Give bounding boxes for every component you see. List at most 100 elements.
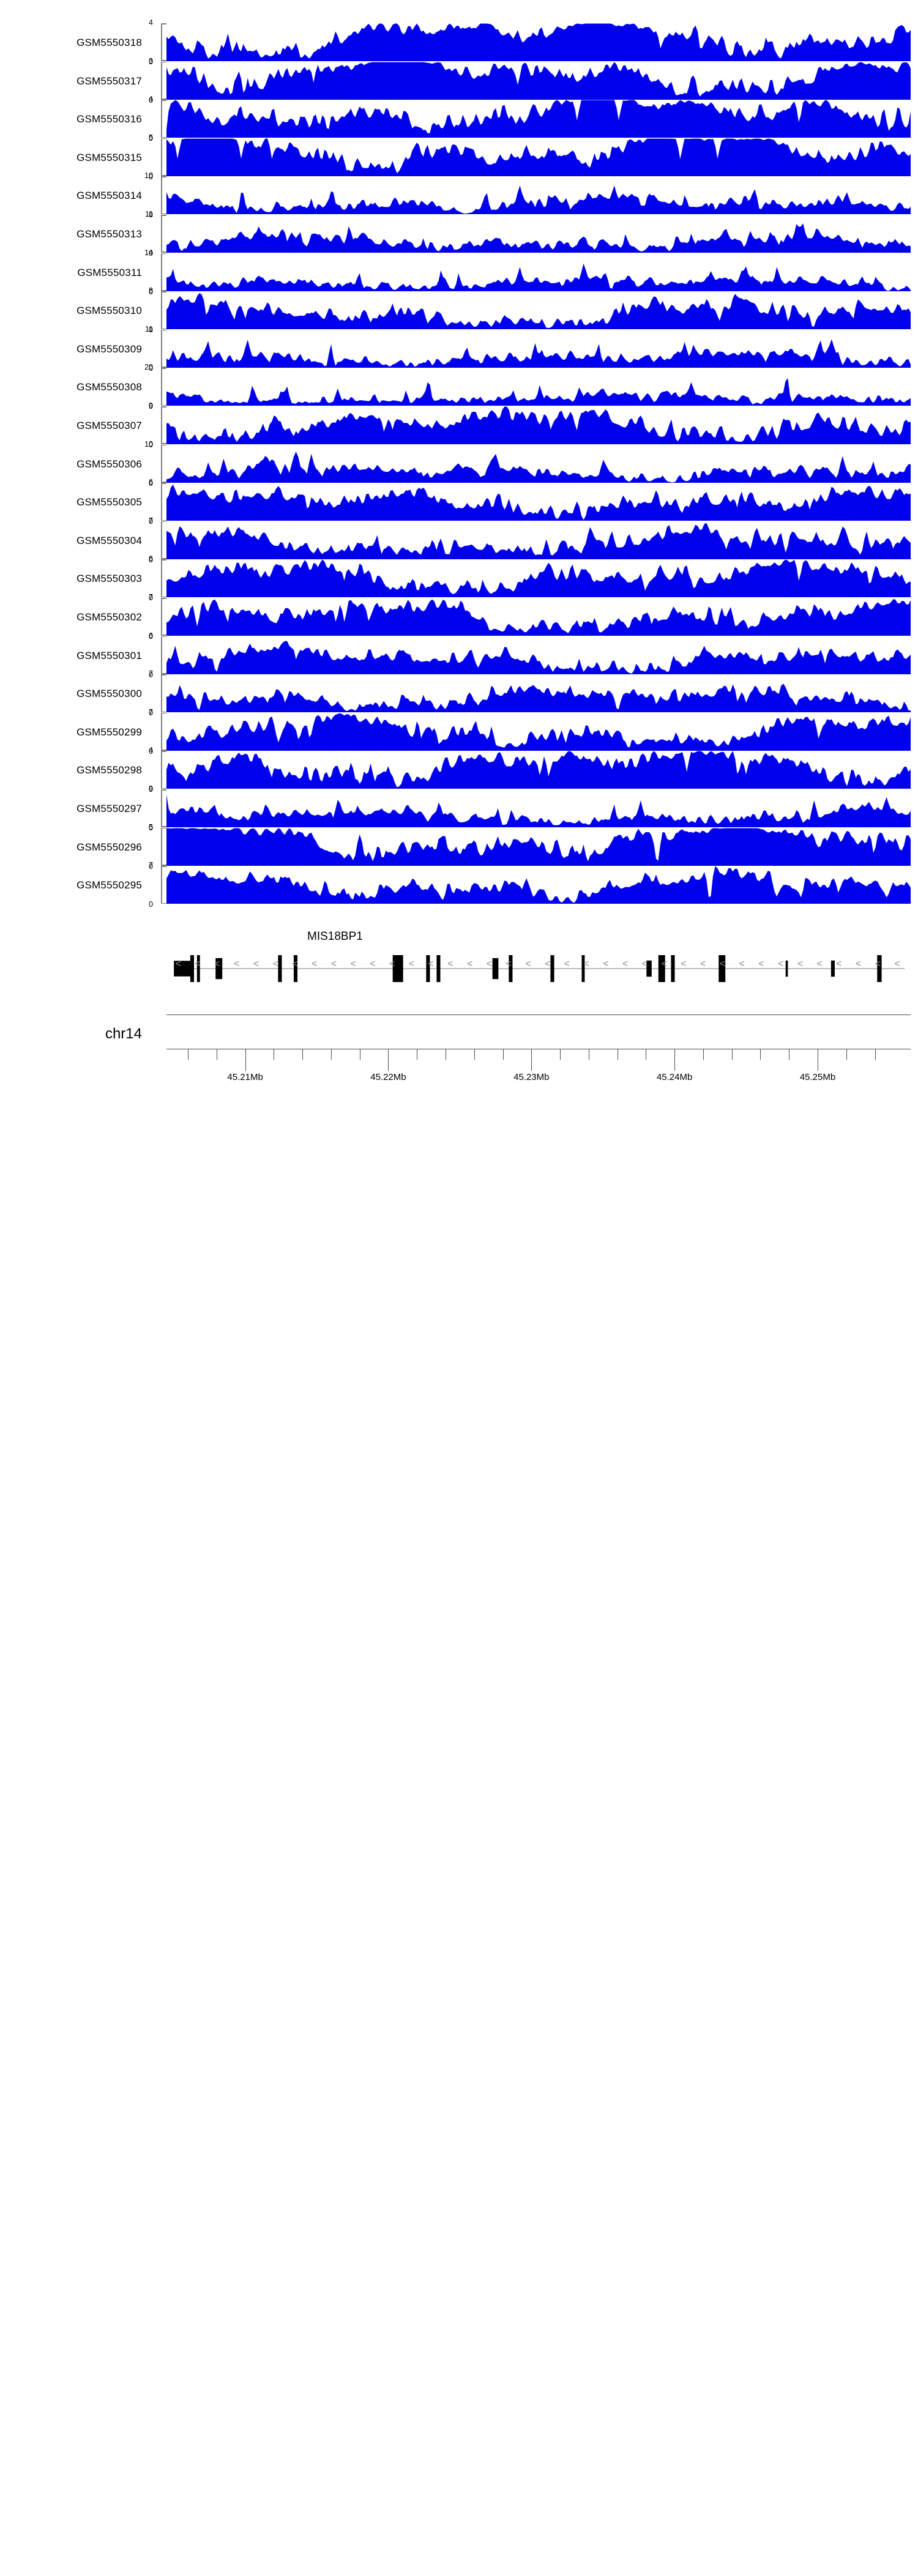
track-label-gsm5550314: GSM5550314: [76, 190, 142, 202]
coverage-plot: [166, 559, 911, 598]
y-axis-min-label: 0: [149, 441, 153, 449]
gene-exon: [278, 955, 282, 982]
y-axis-min-label: 0: [149, 172, 153, 181]
coverage-plot: [166, 828, 911, 866]
y-axis-tick-bottom: [161, 635, 166, 636]
y-axis-tick-bottom: [161, 482, 166, 483]
y-axis-tick-top: [161, 253, 166, 255]
y-axis-max-label: 7: [149, 516, 153, 525]
y-axis-tick-bottom: [161, 443, 166, 444]
y-axis-min-label: 0: [149, 210, 153, 220]
gene-exon: [190, 955, 194, 982]
y-axis-min-label: 0: [149, 824, 153, 832]
y-axis-tick-top: [161, 483, 166, 484]
y-axis: 11 0: [145, 325, 166, 373]
y-axis-line: [161, 636, 162, 674]
gene-exon: [293, 955, 298, 982]
y-axis-max-label: 9: [149, 784, 153, 793]
y-axis-tick-top: [161, 559, 166, 560]
coverage-area: [166, 379, 911, 406]
y-axis-tick-bottom: [161, 519, 166, 521]
genome-axis-tick-label: 45.21Mb: [227, 1071, 263, 1082]
y-axis-tick-top: [161, 100, 166, 101]
y-axis-min-label: 0: [149, 58, 153, 66]
y-axis-tick-bottom: [161, 290, 166, 291]
y-axis-tick-top: [161, 176, 166, 177]
genome-axis-minor-tick: [703, 1048, 704, 1060]
coverage-track: GSM5550314 10 0: [0, 171, 918, 219]
coverage-plot: [166, 406, 911, 444]
y-axis-min-label: 0: [149, 287, 153, 296]
track-label-gsm5550298: GSM5550298: [76, 764, 142, 776]
y-axis-tick-bottom: [161, 136, 166, 138]
track-label-gsm5550297: GSM5550297: [76, 803, 142, 814]
y-axis-min-label: 0: [149, 249, 153, 258]
coverage-area: [166, 62, 911, 100]
gene-exon: [581, 955, 585, 982]
y-axis-tick-top: [161, 521, 166, 523]
y-axis-tick-bottom: [161, 367, 166, 368]
track-label-gsm5550301: GSM5550301: [76, 649, 142, 661]
y-axis-tick-top: [161, 368, 166, 369]
y-axis: 11 0: [145, 210, 166, 258]
coverage-plot: [166, 291, 911, 330]
y-axis-tick-bottom: [161, 903, 166, 904]
y-axis-line: [161, 483, 162, 521]
gene-exon: [392, 955, 403, 982]
y-axis-line: [161, 406, 162, 444]
y-axis-tick-top: [161, 789, 166, 791]
track-label-gsm5550295: GSM5550295: [76, 879, 142, 892]
track-label-gsm5550315: GSM5550315: [76, 151, 142, 163]
y-axis-min-label: 0: [149, 402, 153, 411]
gene-exon: [830, 960, 835, 977]
coverage-track: GSM5550295 7 0: [0, 861, 918, 909]
y-axis-line: [161, 827, 162, 866]
coverage-plot: [166, 176, 911, 215]
genome-axis-major-tick: [674, 1048, 676, 1071]
y-axis-min-label: 0: [149, 632, 153, 641]
y-axis-line: [161, 23, 162, 61]
y-axis-min-label: 0: [149, 95, 153, 105]
genome-axis-minor-tick: [760, 1048, 761, 1060]
y-axis-line: [161, 253, 162, 291]
genome-axis-track: chr14 45.21Mb 45.22Mb 45.23Mb 45.24Mb 45.25Mb: [0, 1003, 918, 1095]
gene-exon: [436, 955, 441, 982]
y-axis-line: [161, 598, 162, 636]
gene-name-label: MIS18BP1: [307, 929, 363, 943]
coverage-area: [166, 293, 911, 330]
coverage-plot: [166, 100, 911, 138]
coverage-plot: [166, 62, 911, 100]
y-axis: 10 0: [144, 171, 166, 219]
y-axis-line: [161, 521, 162, 559]
coverage-track: GSM5550304 7 0: [0, 516, 918, 564]
y-axis-max-label: 20: [144, 363, 153, 372]
y-axis-tick-bottom: [161, 596, 166, 598]
y-axis-line: [161, 291, 162, 330]
track-label-gsm5550316: GSM5550316: [76, 113, 142, 125]
genome-axis-minor-tick: [330, 1048, 332, 1060]
coverage-area: [166, 713, 911, 751]
y-axis-min-label: 0: [149, 555, 153, 564]
coverage-area: [166, 485, 911, 521]
coverage-plot: [166, 253, 911, 291]
y-axis-line: [161, 559, 162, 598]
y-axis-line: [161, 368, 162, 406]
track-label-gsm5550302: GSM5550302: [76, 611, 142, 623]
y-axis-tick-bottom: [161, 213, 166, 215]
track-label-gsm5550317: GSM5550317: [76, 75, 142, 87]
coverage-plot: [166, 866, 911, 904]
track-label-gsm5550313: GSM5550313: [76, 228, 142, 240]
genome-axis-major-tick: [245, 1048, 246, 1071]
gene-exon: [877, 955, 882, 982]
track-label-gsm5550303: GSM5550303: [76, 573, 142, 585]
coverage-area: [166, 100, 911, 138]
coverage-track: GSM5550298 4 0: [0, 746, 918, 794]
y-axis-max-label: 7: [149, 707, 153, 717]
y-axis-tick-top: [161, 23, 166, 24]
gene-exon: [196, 955, 200, 982]
y-axis-line: [161, 712, 162, 751]
